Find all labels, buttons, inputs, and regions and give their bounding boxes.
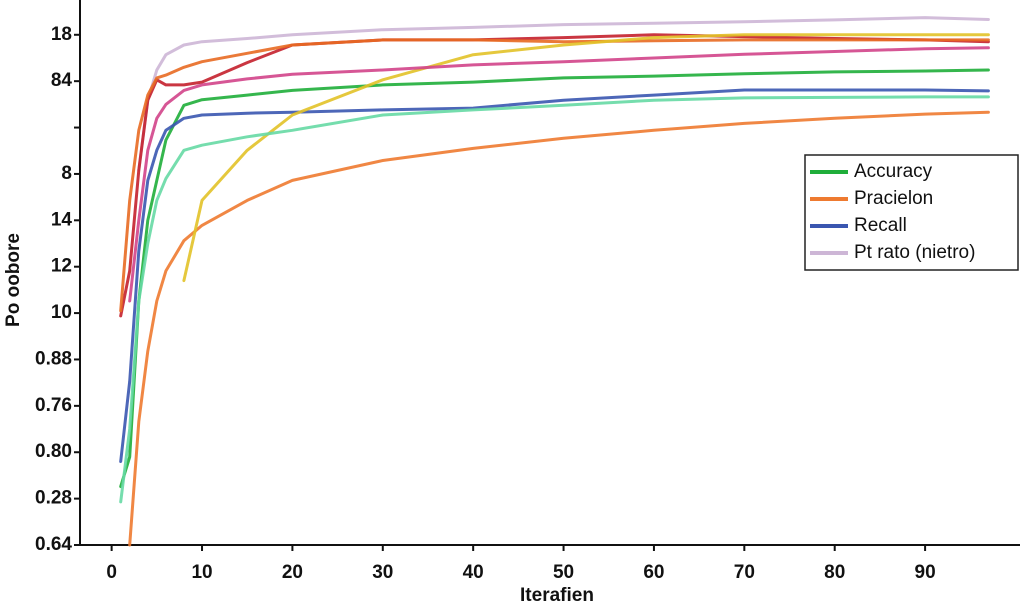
y-axis-title: Po oobore [3,233,24,327]
legend-label: Recall [854,215,907,236]
series-line [137,16,990,172]
x-tick-label: 80 [824,562,845,583]
y-tick-label: 18 [51,24,72,45]
x-tick-label: 0 [106,562,117,583]
x-tick-label: 50 [553,562,574,583]
series-line [119,88,990,463]
x-tick-label: 30 [372,562,393,583]
series-line [119,68,990,489]
x-axis-title: Iterafien [520,585,594,606]
x-tick-label: 40 [463,562,484,583]
series-line [128,46,990,303]
legend [804,154,1019,271]
y-tick-label: 10 [51,302,72,323]
y-tick-label: 0.64 [35,534,72,555]
legend-label: Accuracy [854,161,933,182]
y-tick-label: 14 [51,209,73,230]
y-tick-label: 0.28 [35,488,72,509]
y-tick-label: 0.76 [35,395,72,416]
y-tick-label: 8 [61,163,72,184]
series-line [182,33,990,283]
x-tick-label: 10 [191,562,212,583]
y-tick-label: 0.80 [35,441,72,462]
y-tick-label: 84 [51,70,73,91]
y-tick-label: 0.88 [35,348,72,369]
legend-label: Pracielon [854,188,933,209]
x-tick-label: 20 [282,562,303,583]
legend-label: Pt rato (nietro) [854,242,975,263]
x-tick-label: 70 [734,562,755,583]
y-tick-label: 12 [51,256,72,277]
series-line [119,38,990,313]
series-line [119,33,990,318]
x-tick-label: 60 [643,562,664,583]
series-line [128,110,990,547]
series-line [119,95,990,504]
x-tick-label: 90 [915,562,936,583]
